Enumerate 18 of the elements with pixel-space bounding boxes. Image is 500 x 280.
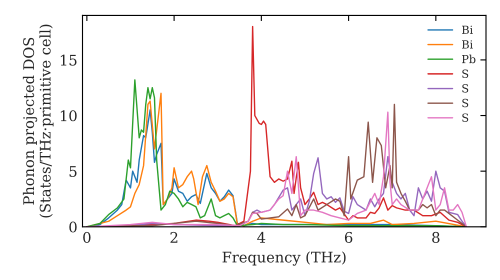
legend-label: Bi xyxy=(462,40,473,48)
legend-label: S xyxy=(462,84,468,93)
x-axis-title: Frequency (THz) xyxy=(222,251,346,266)
x-tick-label: 6 xyxy=(344,232,352,243)
x-tick-label: 4 xyxy=(257,232,266,243)
legend-label: Pb xyxy=(462,54,476,64)
y-tick-label: 0 xyxy=(69,222,77,233)
x-tick-label: 2 xyxy=(170,232,178,243)
x-tick-label: 0 xyxy=(83,232,91,243)
y-tick-label: 10 xyxy=(60,110,77,122)
y-tick-label: 5 xyxy=(70,166,77,177)
y-tick-label: 15 xyxy=(60,54,77,66)
y-axis-title: Phonon projected DOS (States/THz·primitive cell) xyxy=(22,24,54,218)
legend-label: S xyxy=(462,70,468,78)
legend-label: S xyxy=(462,98,468,108)
legend-label: Bi xyxy=(462,26,473,34)
legend-label: S xyxy=(462,113,468,122)
x-tick-label: 8 xyxy=(432,232,440,243)
